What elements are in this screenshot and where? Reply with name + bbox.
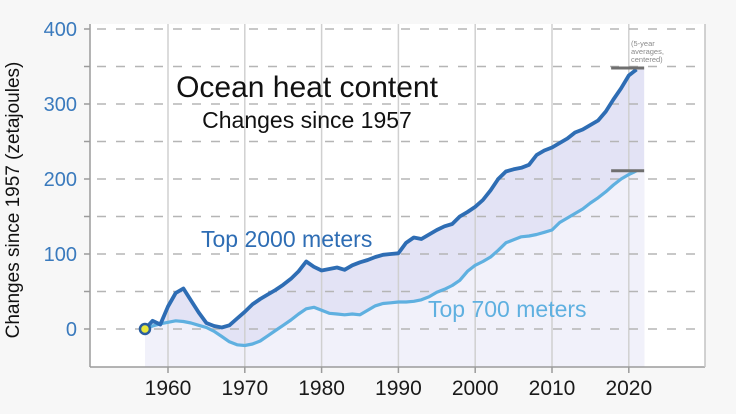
series-line-2000m: [143, 68, 638, 331]
x-tick-label: 2000: [452, 377, 499, 400]
chart-subtitle: Changes since 1957: [202, 107, 412, 133]
chart-title: Ocean heat content: [176, 71, 439, 104]
y-tick-label: 100: [44, 244, 77, 266]
y-tick-label: 0: [66, 319, 77, 341]
y-tick-label: 300: [44, 94, 77, 116]
x-tick-label: 1970: [221, 377, 268, 400]
series-label-top-700m: Top 700 meters: [428, 296, 587, 322]
annotation-line-3: centered): [631, 55, 663, 64]
annotation-line-1: (5-year: [631, 39, 655, 48]
series-label-top-2000m: Top 2000 meters: [201, 226, 372, 252]
x-tick-label: 2020: [605, 377, 652, 400]
y-tick-label: 200: [44, 169, 77, 191]
y-axis-title: Changes since 1957 (zetajoules): [3, 62, 24, 339]
series-line-700m: [144, 169, 638, 348]
x-tick-label: 1990: [375, 377, 422, 400]
x-tick-label: 2010: [529, 377, 576, 400]
x-tick-label: 1960: [145, 377, 192, 400]
start-marker: [138, 322, 152, 336]
x-tick-label: 1980: [298, 377, 345, 400]
area-fill-700m: [145, 170, 645, 367]
annotation-line-2: averages,: [631, 47, 664, 56]
y-tick-label: 400: [44, 19, 77, 41]
